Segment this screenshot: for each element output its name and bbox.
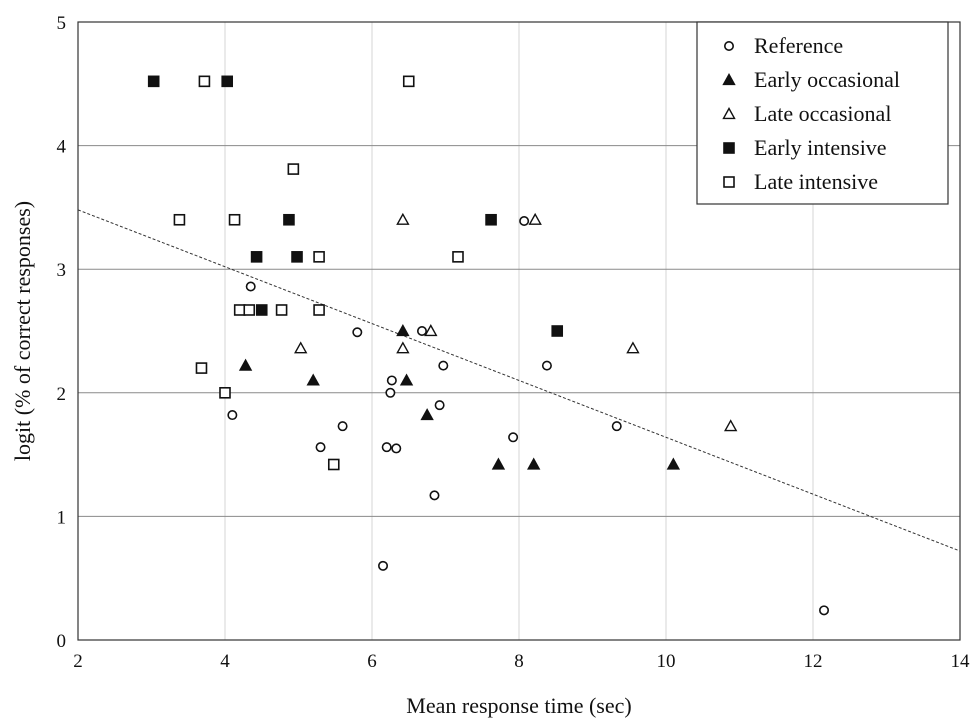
point-early-occasional [306, 373, 320, 386]
point-late-occasional [723, 419, 738, 432]
point-late-intensive [402, 75, 415, 88]
y-tick-label: 1 [57, 507, 67, 528]
point-reference [378, 560, 389, 571]
point-early-intensive [485, 213, 497, 226]
point-reference [611, 421, 622, 432]
point-late-intensive [287, 163, 300, 175]
point-late-intensive [327, 458, 340, 471]
x-axis-title: Mean response time (sec) [406, 693, 631, 718]
point-early-occasional [238, 358, 253, 371]
y-tick-label: 2 [57, 384, 67, 405]
point-early-occasional [396, 324, 410, 337]
point-late-occasional [294, 341, 308, 354]
point-early-intensive [291, 251, 303, 263]
x-tick-label: 12 [804, 651, 823, 672]
plot-frame [77, 21, 961, 641]
legend-marker-late-occasional [722, 107, 736, 120]
point-late-intensive [198, 75, 211, 88]
point-early-occasional [399, 373, 414, 386]
legend-marker-late-intensive [723, 176, 735, 188]
legend-marker-early-occasional [722, 73, 736, 86]
legend-box [696, 21, 949, 205]
point-reference [819, 605, 830, 616]
point-late-intensive [313, 304, 325, 316]
point-early-intensive [221, 75, 234, 88]
x-tick-label: 6 [367, 651, 377, 672]
y-tick-label: 4 [57, 137, 67, 158]
x-tick-label: 2 [73, 651, 83, 672]
point-late-occasional [424, 324, 438, 337]
legend-label-late-intensive: Late intensive [754, 169, 878, 194]
point-late-intensive [173, 213, 186, 226]
point-late-occasional [396, 212, 410, 225]
trend-line [77, 209, 961, 552]
point-reference [429, 490, 440, 501]
point-reference [352, 327, 363, 338]
x-tick-label: 14 [951, 651, 971, 672]
legend: Reference Early occasional Late occasional… [696, 21, 949, 205]
point-late-intensive [233, 304, 246, 316]
point-late-occasional [396, 341, 410, 354]
trend-line-group [77, 209, 961, 552]
data-points [147, 75, 830, 616]
point-late-occasional [626, 341, 640, 354]
point-early-occasional [527, 457, 541, 470]
point-reference [337, 421, 348, 432]
point-late-occasional [528, 212, 542, 225]
point-reference [391, 443, 402, 454]
point-early-occasional [420, 408, 434, 421]
point-reference [519, 215, 530, 226]
legend-label-reference: Reference [754, 33, 843, 58]
point-reference [438, 360, 449, 371]
point-early-intensive [147, 75, 160, 88]
x-tick-label: 8 [514, 651, 524, 672]
point-early-intensive [283, 213, 295, 226]
legend-label-early-occasional: Early occasional [754, 67, 900, 92]
point-early-intensive [250, 251, 263, 263]
x-tick-label: 4 [220, 651, 230, 672]
point-reference [416, 325, 427, 336]
point-late-intensive [219, 386, 231, 399]
y-tick-label: 5 [57, 13, 67, 34]
y-tick-label: 3 [57, 260, 67, 281]
point-late-intensive [228, 213, 241, 226]
point-reference [541, 360, 552, 371]
point-reference [227, 410, 238, 421]
point-late-intensive [313, 251, 325, 263]
point-reference [508, 432, 519, 443]
y-axis-title: logit (% of correct responses) [10, 201, 35, 461]
legend-label-early-intensive: Early intensive [754, 135, 887, 160]
point-late-intensive [243, 304, 256, 316]
legend-marker-reference [723, 40, 734, 51]
legend-marker-early-intensive [723, 142, 735, 154]
point-late-intensive [195, 362, 208, 374]
point-early-intensive [255, 304, 268, 316]
point-reference [386, 375, 397, 386]
point-early-intensive [551, 325, 564, 337]
legend-label-late-occasional: Late occasional [754, 101, 891, 126]
point-reference [385, 387, 396, 398]
point-reference [381, 442, 392, 453]
point-early-occasional [491, 457, 506, 470]
point-late-intensive [275, 304, 288, 316]
point-reference [245, 281, 256, 292]
point-reference [315, 442, 326, 453]
point-reference [434, 400, 445, 411]
point-late-intensive [452, 251, 464, 263]
point-early-occasional [666, 457, 681, 470]
x-tick-label: 10 [657, 651, 676, 672]
y-tick-label: 0 [57, 631, 67, 652]
